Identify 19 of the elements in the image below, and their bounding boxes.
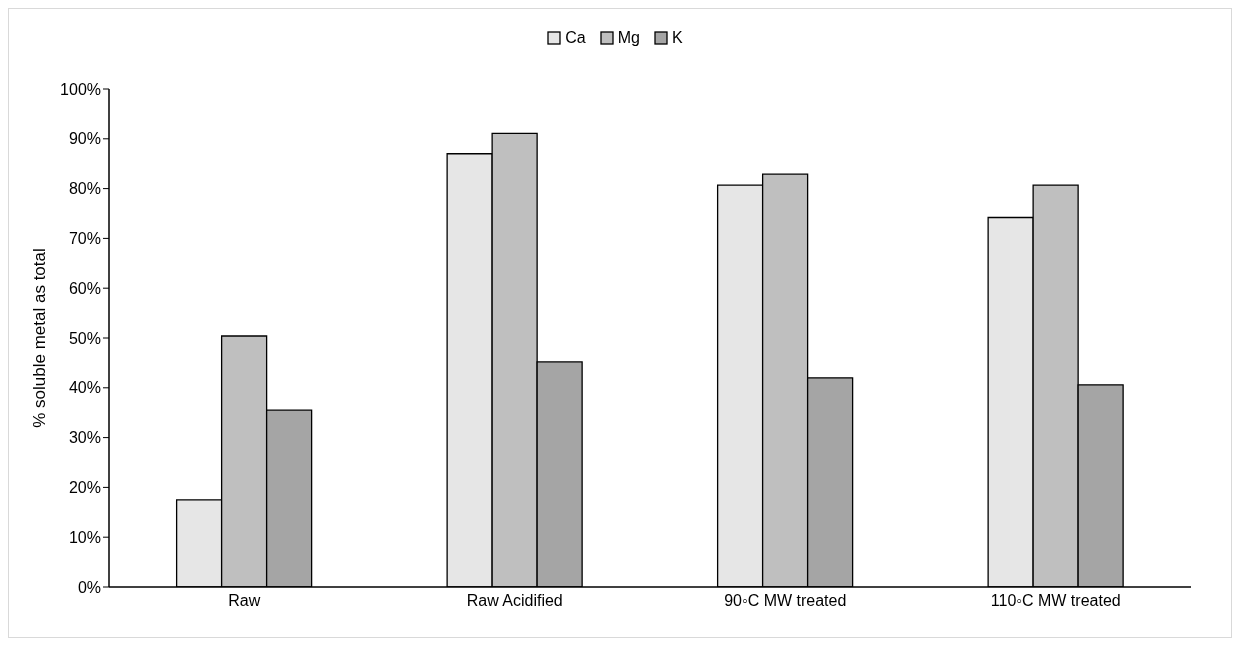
y-tick-label: 70% bbox=[68, 230, 101, 248]
y-axis-title: % soluble metal as total bbox=[30, 248, 50, 428]
x-tick-label: Raw bbox=[228, 592, 261, 610]
legend-label: Ca bbox=[565, 29, 586, 47]
y-tick-label: 10% bbox=[68, 528, 101, 546]
y-tick-label: 60% bbox=[68, 279, 101, 297]
legend-label: Mg bbox=[617, 29, 640, 47]
y-tick-label: 50% bbox=[68, 329, 101, 347]
x-tick-label: 90◦C MW treated bbox=[724, 592, 847, 610]
legend-label: K bbox=[672, 29, 683, 47]
y-tick-label: 0% bbox=[77, 578, 101, 596]
y-tick-label: 80% bbox=[68, 180, 101, 198]
y-tick-label: 20% bbox=[68, 479, 101, 497]
y-tick-label: 90% bbox=[68, 130, 101, 148]
y-tick-label: 100% bbox=[60, 80, 101, 98]
y-tick-label: 40% bbox=[68, 379, 101, 397]
x-tick-label: Raw Acidified bbox=[466, 592, 563, 610]
y-tick-label: 30% bbox=[68, 429, 101, 447]
x-tick-label: 110◦C MW treated bbox=[990, 592, 1121, 610]
